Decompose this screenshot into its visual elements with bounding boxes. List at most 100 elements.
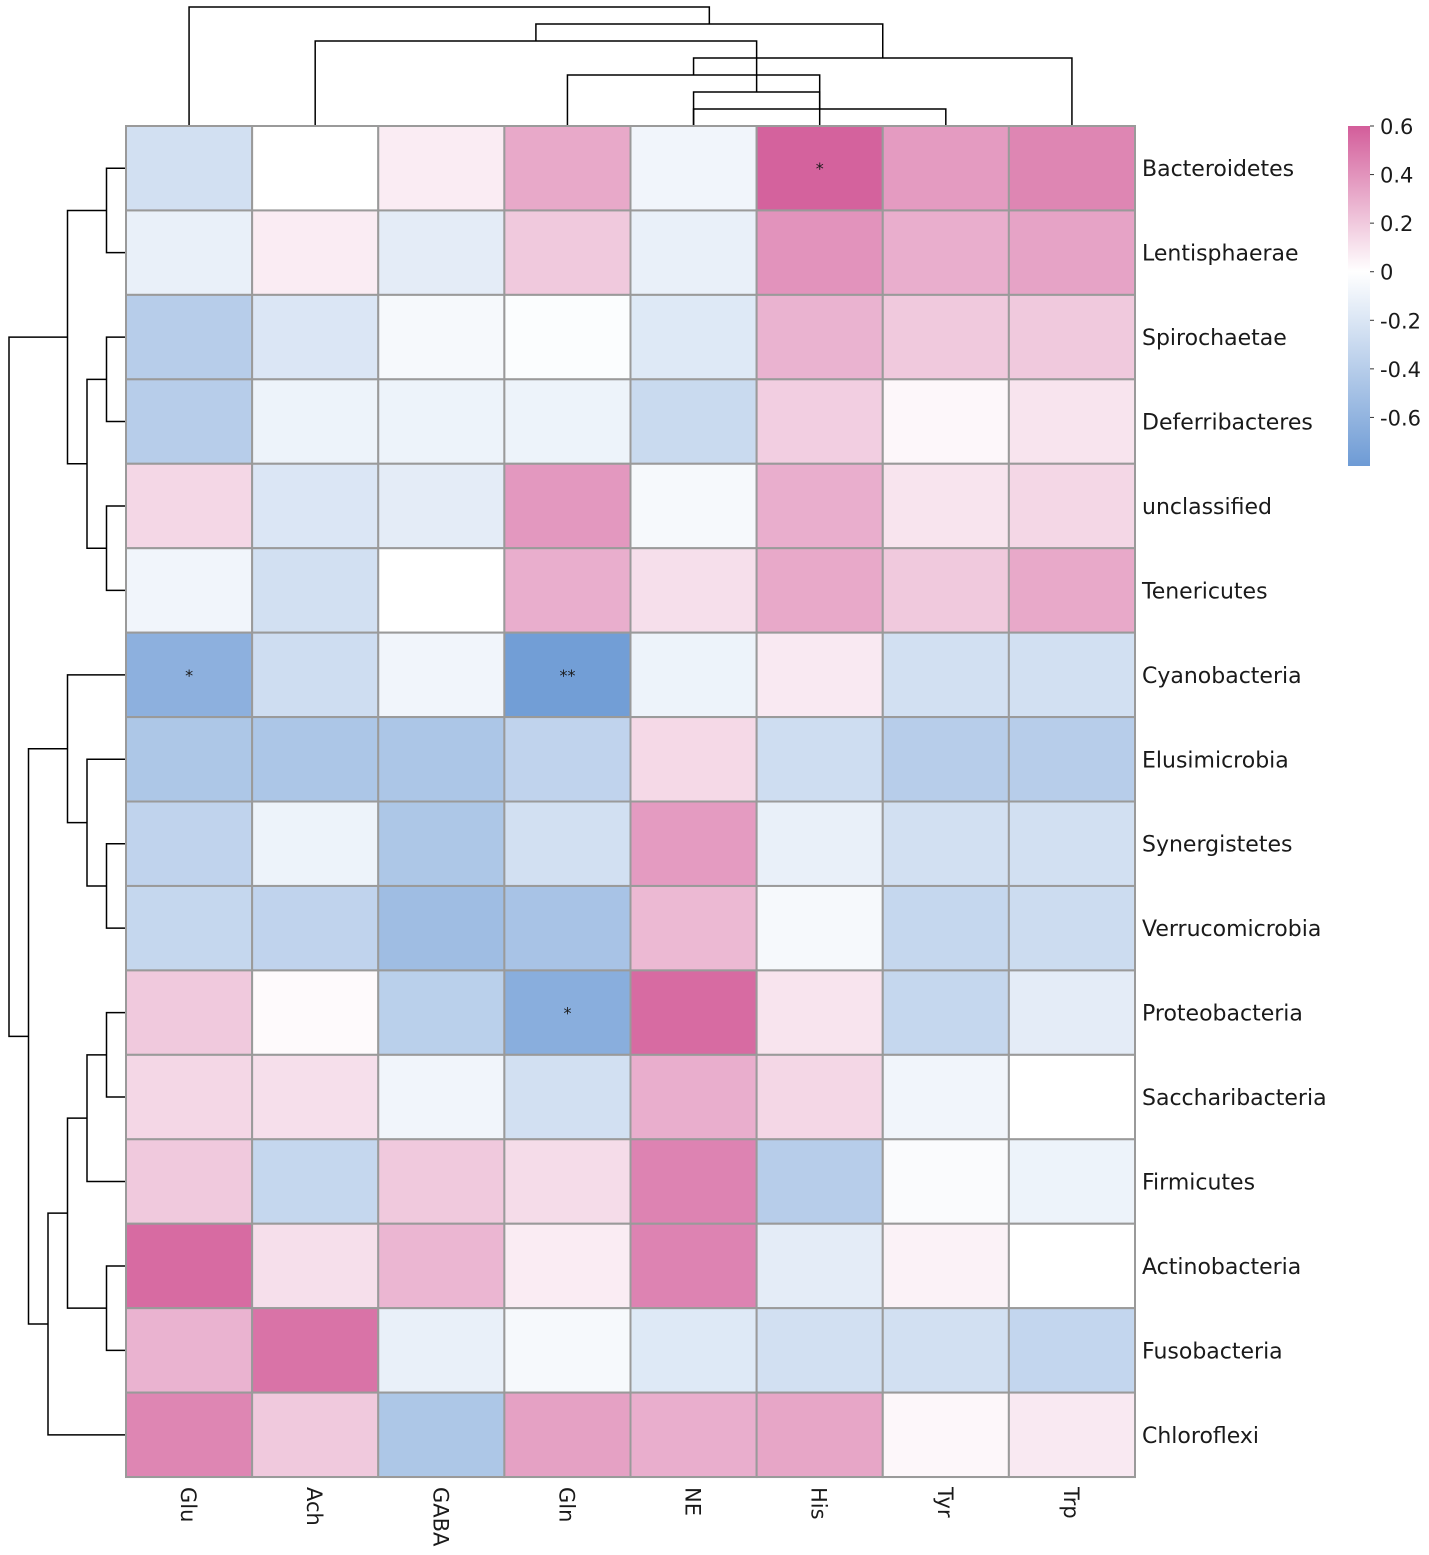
row-label: Cyanobacteria [1142,664,1302,689]
heatmap-cell-synergistetes-trp [1007,800,1136,887]
heatmap-cell-cyanobacteria-tyr [881,631,1010,719]
heatmap-cell-bacteroidetes-ne [629,125,758,212]
heatmap-cell-unclassified-trp [1007,462,1136,550]
colorbar-tick-label: -0.6 [1380,406,1421,430]
heatmap-cell-chloroflexi-gln [503,1391,632,1479]
heatmap-cell-verrucomicrobia-glu [125,884,254,972]
column-label: Trp [1059,1486,1083,1519]
row-label: Spirochaetae [1142,326,1287,351]
heatmap-border [125,125,1136,1478]
heatmap-cell-tenericutes-gln [503,547,632,634]
row-labels: Bacteroidetes Lentisphaerae Spirochaetae De… [1141,157,1327,1449]
heatmap-cell-tenericutes-trp [1007,547,1136,634]
heatmap-cell-synergistetes-gln [503,800,632,887]
heatmap-cell-elusimicrobia-trp [1007,716,1136,803]
heatmap-cell-unclassified-glu [125,462,254,550]
heatmap-cell-unclassified-gln [503,462,632,550]
heatmap-cell-saccharibacteria-ne [629,1053,758,1141]
heatmap-cell-lentisphaerae-gaba [377,209,506,296]
heatmap-cell-elusimicrobia-glu [125,716,254,803]
heatmap-cell-chloroflexi-trp [1007,1391,1136,1479]
row-label: Actinobacteria [1142,1255,1301,1280]
heatmap-cell-actinobacteria-ne [629,1222,758,1310]
column-dendrogram [188,6,1073,126]
heatmap-cell-chloroflexi-his [755,1391,884,1479]
heatmap-cell-fusobacteria-gln [503,1307,632,1394]
heatmap-cell-tenericutes-ne [629,547,758,634]
heatmap-cell-spirochaetae-trp [1007,293,1136,381]
heatmap-cell-verrucomicrobia-his [755,884,884,972]
heatmap-cell-tenericutes-his [755,547,884,634]
heatmap-cell-actinobacteria-gaba [377,1222,506,1310]
heatmap-cell-actinobacteria-gln [503,1222,632,1310]
dendrogram-branch [105,1011,126,1098]
heatmap-cell-saccharibacteria-his [755,1053,884,1141]
heatmap-cell-deferribacteres-gln [503,378,632,465]
dendrogram-branch [86,378,107,549]
heatmap-cell-elusimicrobia-ne [629,716,758,803]
column-labels: Glu Ach GABA Gln NE His Tyr Trp [176,1486,1083,1547]
dendrogram-branch [47,1212,126,1436]
heatmap-cell-cyanobacteria-gaba [377,631,506,719]
heatmap-cell-unclassified-his [755,462,884,550]
heatmap-cell-proteobacteria-glu [125,969,254,1056]
heatmap-cell-deferribacteres-ach [251,378,380,465]
colorbar-tick-label: 0.6 [1380,115,1413,139]
heatmap-cell-verrucomicrobia-gaba [377,884,506,972]
column-label: NE [681,1487,705,1516]
dendrogram-branch [105,842,126,929]
column-label: GABA [428,1487,452,1547]
heatmap-cell-lentisphaerae-tyr [881,209,1010,296]
heatmap-cell-synergistetes-his [755,800,884,887]
heatmap-cell-saccharibacteria-ach [251,1053,380,1141]
heatmap-cell-synergistetes-glu [125,800,254,887]
heatmap-cell-fusobacteria-ach [251,1307,380,1394]
dendrogram-branch [188,6,711,126]
heatmap-cell-lentisphaerae-trp [1007,209,1136,296]
row-label: Tenericutes [1141,579,1268,604]
heatmap-cell-chloroflexi-tyr [881,1391,1010,1479]
row-label: Elusimicrobia [1142,748,1289,773]
heatmap-cell-firmicutes-gln [503,1138,632,1225]
heatmap-cell-firmicutes-gaba [377,1138,506,1225]
heatmap-cell-deferribacteres-tyr [881,378,1010,465]
heatmap-cell-elusimicrobia-ach [251,716,380,803]
heatmap-cell-synergistetes-tyr [881,800,1010,887]
row-label: Synergistetes [1142,833,1292,858]
heatmap-cell-cyanobacteria-trp [1007,631,1136,719]
row-label: Chloroflexi [1142,1424,1259,1449]
heatmap-cell-tenericutes-ach [251,547,380,634]
heatmap-cell-proteobacteria-gaba [377,969,506,1056]
heatmap-cell-cyanobacteria-his [755,631,884,719]
heatmap-cell-lentisphaerae-glu [125,209,254,296]
heatmap-cell-elusimicrobia-his [755,716,884,803]
heatmap-cell-bacteroidetes-gaba [377,125,506,212]
significance-mark: * [563,1004,571,1023]
row-label: Proteobacteria [1142,1002,1303,1027]
significance-mark: * [185,666,193,685]
heatmap-cell-cyanobacteria-ne [629,631,758,719]
heatmap-cell-spirochaetae-ach [251,293,380,381]
heatmap-cell-deferribacteres-glu [125,378,254,465]
column-label: Glu [176,1487,200,1522]
heatmap-cell-fusobacteria-gaba [377,1307,506,1394]
heatmap-cell-verrucomicrobia-ne [629,884,758,972]
heatmap-cell-elusimicrobia-tyr [881,716,1010,803]
heatmap-cell-firmicutes-ne [629,1138,758,1225]
dendrogram-branch [8,336,68,1038]
dendrogram-branch [105,505,126,592]
heatmap-cell-actinobacteria-his [755,1222,884,1310]
heatmap-cell-unclassified-gaba [377,462,506,550]
heatmap-cell-firmicutes-his [755,1138,884,1225]
heatmap-cell-chloroflexi-ach [251,1391,380,1479]
heatmap-cell-bacteroidetes-gln [503,125,632,212]
dendrogram-branch [314,40,758,126]
heatmap-cell-firmicutes-tyr [881,1138,1010,1225]
significance-mark: * [816,159,824,178]
heatmap-cell-bacteroidetes-glu [125,125,254,212]
heatmap-cell-deferribacteres-trp [1007,378,1136,465]
colorbar-tick-label: 0.2 [1380,212,1413,236]
row-dendrogram [8,167,126,1436]
row-label: Saccharibacteria [1142,1086,1327,1111]
heatmap-cell-verrucomicrobia-gln [503,884,632,972]
